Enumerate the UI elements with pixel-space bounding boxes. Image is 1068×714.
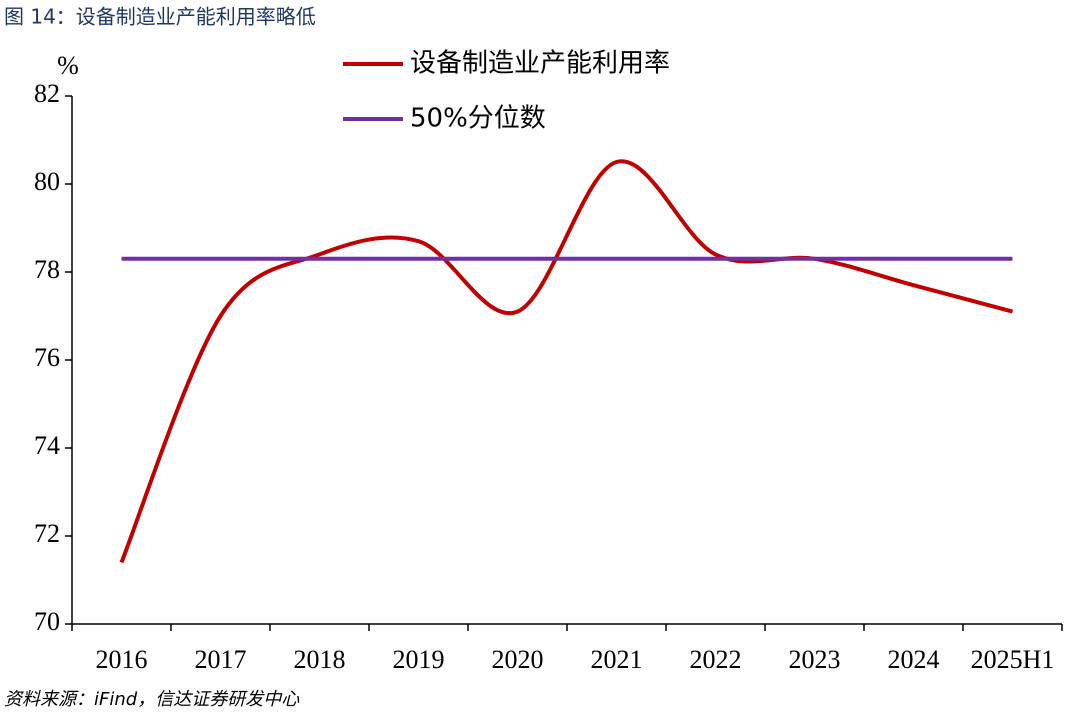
- y-tick-label: 72: [34, 519, 60, 548]
- chart-title: 图 14：设备制造业产能利用率略低: [4, 5, 316, 29]
- x-tick-label: 2024: [888, 645, 940, 674]
- y-tick-label: 82: [34, 79, 60, 108]
- x-tick-label: 2016: [96, 645, 148, 674]
- y-tick-label: 80: [34, 167, 60, 196]
- x-tick-label: 2023: [789, 645, 841, 674]
- x-tick-label: 2019: [393, 645, 445, 674]
- y-tick-label: 76: [34, 343, 60, 372]
- x-tick-label: 2020: [492, 645, 544, 674]
- legend-label: 50%分位数: [410, 104, 546, 134]
- x-tick-label: 2022: [690, 645, 742, 674]
- y-tick-label: 78: [34, 255, 60, 284]
- line-series: [119, 159, 1014, 564]
- y-tick-label: 74: [34, 431, 60, 460]
- y-axis-label: %: [57, 51, 79, 80]
- x-tick-label: 2018: [294, 645, 346, 674]
- x-tick-label: 2017: [195, 645, 247, 674]
- x-tick-label: 2021: [591, 645, 643, 674]
- legend-label: 设备制造业产能利用率: [410, 49, 670, 79]
- source: 资料来源：iFind，信达证券研发中心: [4, 689, 300, 710]
- x-tick-label: 2025H1: [971, 645, 1055, 674]
- y-tick-label: 70: [34, 607, 60, 636]
